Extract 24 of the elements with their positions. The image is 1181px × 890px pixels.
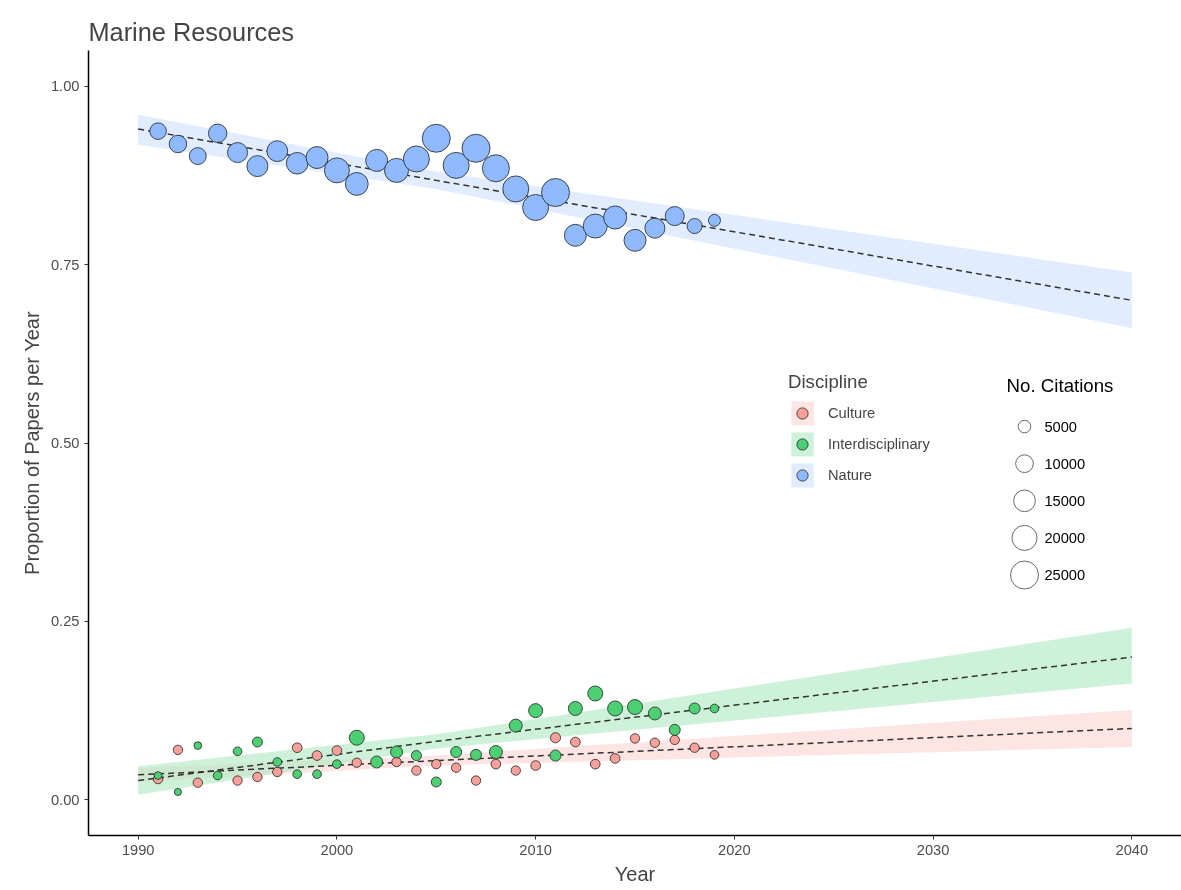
legend-label: 10000 (1044, 455, 1086, 472)
x-tick-label: 2000 (320, 841, 354, 858)
y-tick-label: 0.50 (50, 435, 80, 451)
y-tick-label: 1.00 (50, 78, 80, 95)
x-axis-title: Year (614, 862, 656, 885)
y-tick-label: 0.00 (50, 791, 80, 808)
chart-title: Marine Resources (88, 17, 295, 46)
y-tick-label: 0.25 (50, 613, 80, 630)
legend-label: 25000 (1044, 567, 1086, 584)
legend-label: Interdisciplinary (828, 436, 930, 452)
x-tick-label: 2040 (1115, 841, 1149, 858)
x-tick-label: 2010 (519, 841, 552, 858)
y-axis-title: Proportion of Papers per Year (20, 311, 43, 575)
legend-label: 20000 (1044, 529, 1086, 546)
legend-label: 15000 (1044, 492, 1086, 509)
x-tick-label: 2020 (718, 841, 751, 858)
legend-label: Nature (828, 467, 872, 483)
x-tick-label: 1990 (121, 841, 155, 858)
y-tick-label: 0.75 (50, 256, 80, 273)
legend-label: Culture (828, 405, 876, 421)
legend-title: Discipline (788, 371, 869, 393)
annotation: No. Citations (1006, 374, 1114, 396)
legend-label: 5000 (1044, 418, 1077, 435)
x-tick-label: 2030 (916, 841, 950, 858)
